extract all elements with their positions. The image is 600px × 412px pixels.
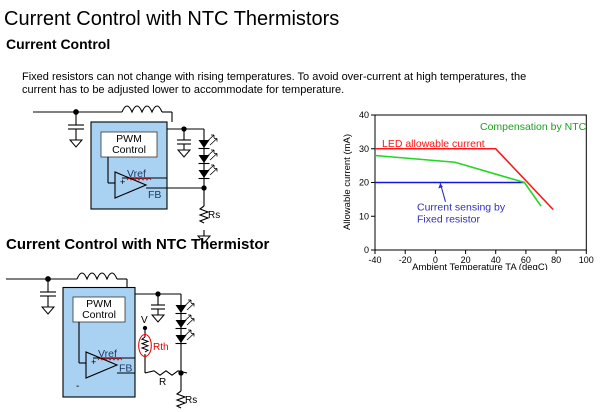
svg-text:Ambient Temperature TA (degC): Ambient Temperature TA (degC) [412,262,548,270]
svg-text:FB: FB [148,189,161,201]
svg-text:Control: Control [82,309,116,321]
svg-text:+: + [91,357,96,367]
svg-text:-40: -40 [368,255,381,265]
svg-text:0: 0 [364,245,369,255]
svg-text:Rs: Rs [208,210,220,221]
svg-text:100: 100 [579,255,594,265]
svg-text:-: - [76,381,79,392]
svg-text:-20: -20 [399,255,412,265]
svg-text:20: 20 [359,178,369,188]
svg-text:80: 80 [551,255,561,265]
svg-text:R: R [159,377,166,388]
svg-text:+: + [120,177,125,187]
svg-text:Fixed resistor: Fixed resistor [417,214,481,226]
svg-text:Control: Control [112,144,146,156]
svg-text:Current sensing by: Current sensing by [417,202,506,214]
svg-text:FB: FB [119,363,132,375]
svg-text:Rs: Rs [185,395,197,406]
svg-text:30: 30 [359,144,369,154]
svg-text:LED allowable current: LED allowable current [382,138,485,150]
svg-text:10: 10 [359,211,369,221]
svg-text:Compensation by NTC: Compensation by NTC [480,121,587,133]
svg-text:V: V [141,315,148,326]
svg-text:Rth: Rth [153,342,169,353]
svg-text:40: 40 [359,110,369,120]
svg-text:Allowable current (mA): Allowable current (mA) [342,134,353,230]
